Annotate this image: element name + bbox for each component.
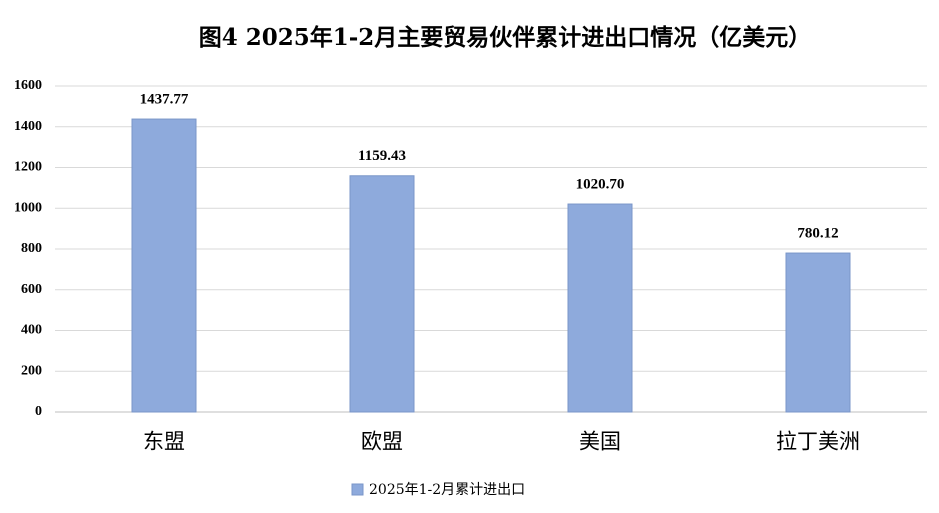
legend-label: 2025年1-2月累计进出口 — [369, 482, 525, 498]
y-tick-label: 200 — [21, 363, 42, 378]
y-tick-label: 1000 — [14, 200, 42, 215]
value-label: 1437.77 — [140, 91, 189, 107]
y-tick-label: 0 — [35, 404, 42, 419]
x-tick-label: 东盟 — [143, 430, 185, 454]
chart-title: 图4 2025年1-2月主要贸易伙伴累计进出口情况（亿美元） — [199, 24, 812, 51]
y-tick-label: 1600 — [14, 78, 42, 93]
y-tick-label: 400 — [21, 323, 42, 338]
value-label: 1159.43 — [358, 148, 406, 164]
x-tick-label: 拉丁美洲 — [776, 430, 860, 454]
y-tick-label: 800 — [21, 241, 42, 256]
y-tick-label: 600 — [21, 282, 42, 297]
y-tick-label: 1400 — [14, 119, 42, 134]
bar — [567, 203, 633, 413]
value-label: 1020.70 — [576, 176, 625, 192]
bar — [785, 252, 851, 413]
bar — [131, 118, 197, 413]
legend-swatch — [351, 483, 364, 496]
bar — [349, 175, 415, 413]
x-tick-label: 欧盟 — [361, 430, 403, 454]
y-tick-label: 1200 — [14, 160, 42, 175]
x-tick-label: 美国 — [579, 430, 621, 454]
value-label: 780.12 — [797, 225, 838, 241]
